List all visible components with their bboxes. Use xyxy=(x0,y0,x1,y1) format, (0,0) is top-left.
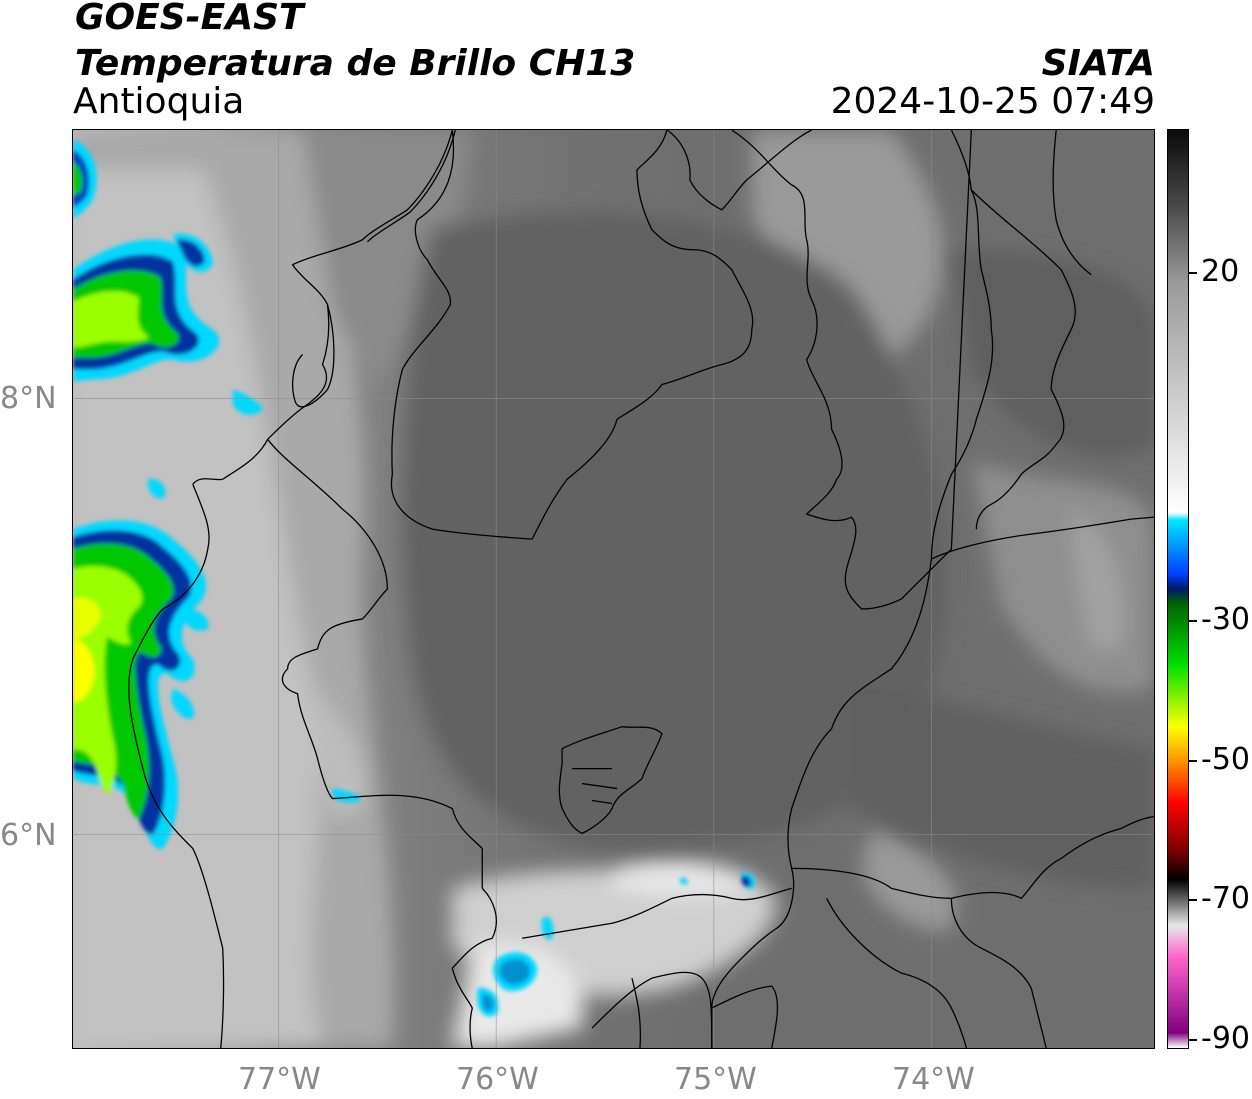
lon-label-75w: 75°W xyxy=(674,1062,757,1097)
lon-label-77w: 77°W xyxy=(238,1062,321,1097)
title-timestamp: 2024-10-25 07:49 xyxy=(830,81,1155,122)
title-organization: SIATA xyxy=(1041,43,1155,84)
colorbar-label-minus90: -90 xyxy=(1201,1021,1250,1056)
colorbar-label-minus50: -50 xyxy=(1201,742,1250,777)
title-product: Temperatura de Brillo CH13 xyxy=(75,43,636,84)
colorbar-tick xyxy=(1189,1039,1197,1041)
colorbar-tick xyxy=(1189,760,1197,762)
lon-label-74w: 74°W xyxy=(892,1062,975,1097)
colorbar-tick xyxy=(1189,899,1197,901)
colorbar-label-minus70: -70 xyxy=(1201,881,1250,916)
colorbar-tick xyxy=(1189,620,1197,622)
title-satellite: GOES-EAST xyxy=(75,0,304,38)
lat-label-8n: 8°N xyxy=(0,381,57,416)
colorbar-label-minus30: -30 xyxy=(1201,602,1250,637)
title-region: Antioquia xyxy=(73,81,245,122)
lat-label-6n: 6°N xyxy=(0,818,57,853)
map-canvas xyxy=(73,130,1154,1048)
colorbar-label-20: 20 xyxy=(1201,254,1240,289)
political-boundaries xyxy=(128,130,1154,1048)
temperature-colorbar xyxy=(1167,129,1189,1049)
satellite-map[interactable] xyxy=(72,129,1155,1049)
colorbar-tick xyxy=(1189,272,1197,274)
lon-label-76w: 76°W xyxy=(456,1062,539,1097)
